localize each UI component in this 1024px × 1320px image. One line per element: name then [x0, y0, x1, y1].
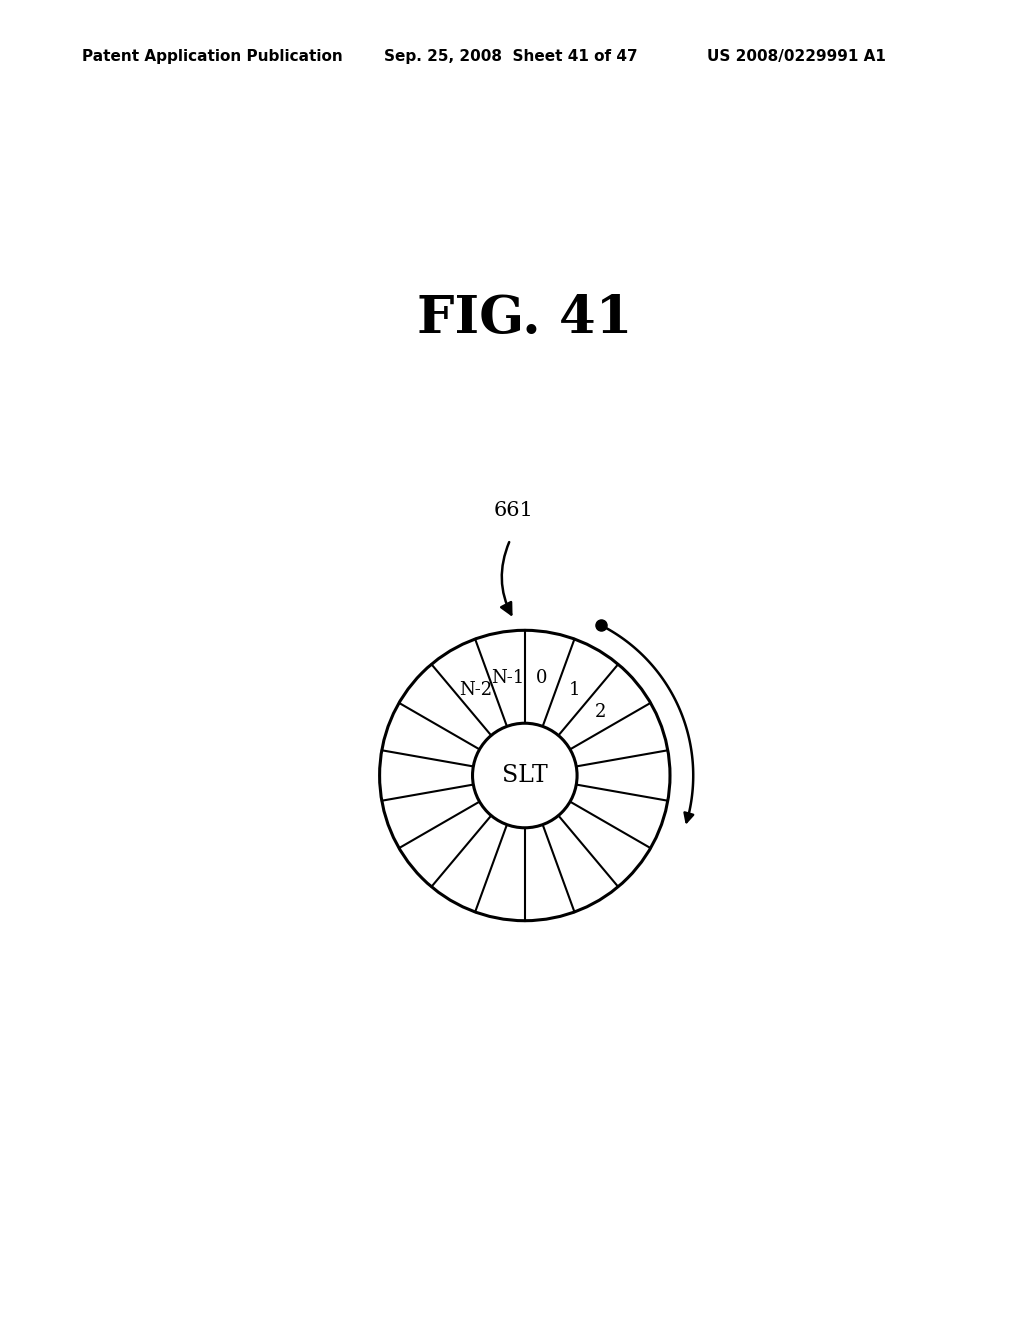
Text: 0: 0: [537, 669, 548, 688]
Text: Patent Application Publication: Patent Application Publication: [82, 49, 343, 63]
Text: SLT: SLT: [502, 764, 548, 787]
Circle shape: [472, 723, 578, 828]
Text: 2: 2: [595, 704, 606, 721]
Text: US 2008/0229991 A1: US 2008/0229991 A1: [707, 49, 886, 63]
Text: N-2: N-2: [459, 681, 492, 700]
Text: Sep. 25, 2008  Sheet 41 of 47: Sep. 25, 2008 Sheet 41 of 47: [384, 49, 638, 63]
Text: 661: 661: [494, 502, 534, 520]
Text: 1: 1: [568, 681, 580, 700]
Text: FIG. 41: FIG. 41: [417, 293, 633, 343]
Text: N-1: N-1: [492, 669, 524, 688]
